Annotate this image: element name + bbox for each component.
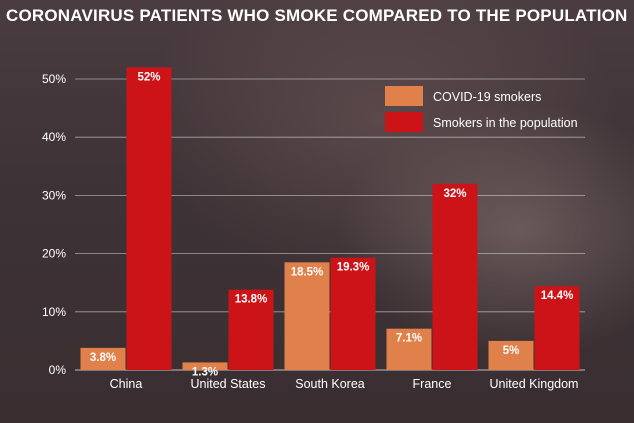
y-tick-label: 50% (42, 72, 66, 86)
category-label: United Kingdom (490, 377, 579, 391)
bar-covid-smokers (386, 328, 432, 370)
data-label: 32% (443, 188, 466, 200)
bar-population-smokers (330, 257, 376, 370)
category-label: United States (190, 377, 265, 391)
data-label: 3.8% (90, 352, 116, 364)
data-label: 13.8% (235, 294, 268, 306)
data-label: 7.1% (396, 333, 422, 345)
legend-label: Smokers in the population (433, 116, 578, 130)
legend-swatch (385, 112, 423, 132)
data-label: 1.3% (192, 366, 218, 378)
bar-covid-smokers (284, 262, 330, 370)
bar-population-smokers (432, 183, 478, 370)
data-label: 52% (137, 71, 160, 83)
y-tick-label: 30% (42, 188, 66, 202)
data-label: 19.3% (337, 262, 370, 274)
y-tick-label: 10% (42, 305, 66, 319)
data-label: 14.4% (541, 290, 574, 302)
y-axis-ticks: 0% 10% 20% 30% 40% 50% (42, 72, 66, 377)
chart-title: CORONAVIRUS PATIENTS WHO SMOKE COMPARED … (6, 6, 628, 25)
bar-covid-smokers (182, 362, 228, 370)
bar-covid-smokers (488, 340, 534, 370)
bars (80, 67, 580, 371)
bar-covid-smokers (80, 347, 126, 370)
data-labels: 3.8% 52% 1.3% 13.8% 18.5% 19.3% 7.1% 32% 5% 14.4% (90, 71, 573, 378)
y-tick-label: 40% (42, 130, 66, 144)
category-label: France (413, 377, 452, 391)
category-label: South Korea (295, 377, 365, 391)
category-labels: China United States South Korea France Unite… (110, 377, 579, 391)
data-label: 5% (503, 345, 520, 357)
bar-population-smokers (534, 286, 580, 370)
bar-population-smokers (228, 289, 274, 370)
y-tick-label: 0% (49, 363, 67, 377)
legend-label: COVID-19 smokers (433, 90, 541, 104)
data-label: 18.5% (291, 266, 324, 278)
legend: COVID-19 smokers Smokers in the populatio… (385, 86, 578, 132)
category-label: China (110, 377, 143, 391)
legend-swatch (385, 86, 423, 106)
bar-population-smokers (126, 67, 172, 371)
y-tick-label: 20% (42, 247, 66, 261)
